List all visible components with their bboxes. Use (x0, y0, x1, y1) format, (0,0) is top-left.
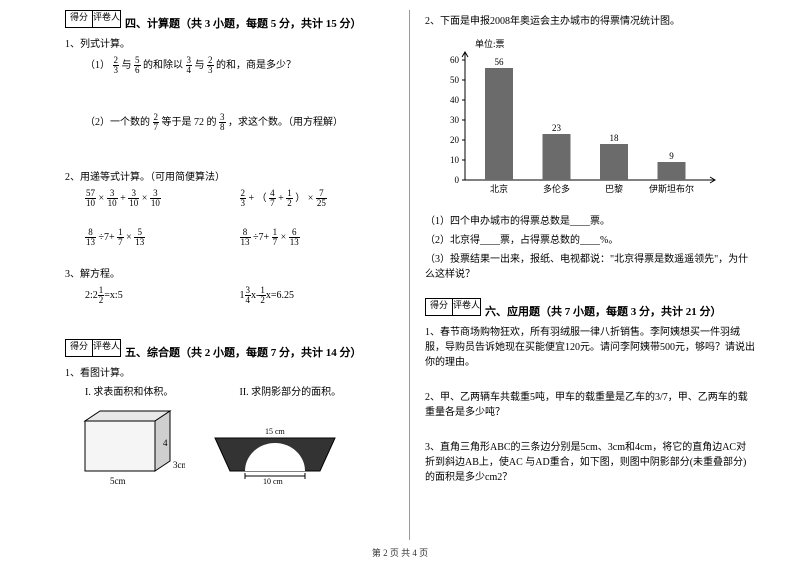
s6-q3: 3、直角三角形ABC的三条边分别是5cm、3cm和4cm，将它的直角边AC对折到… (425, 440, 755, 485)
cube-svg: 4 3cm 5cm (65, 406, 185, 496)
s5-q1b: II. 求阴影部分的面积。 (240, 385, 395, 400)
svg-text:多伦多: 多伦多 (543, 183, 570, 194)
frac-3-8: 38 (219, 113, 226, 132)
expr-2c: 813 ÷7+ 17 × 513 (85, 228, 240, 247)
frac-3-4: 34 (186, 56, 193, 75)
s6-q1: 1、春节商场购物狂欢，所有羽绒服一律八折销售。李阿姨想买一件羽绒服，导购员告诉她… (425, 325, 755, 370)
cube-d: 4 (163, 438, 168, 448)
left-column: 得分 评卷人 四、计算题（共 3 小题，每题 5 分，共计 15 分） 1、列式… (50, 10, 410, 540)
svg-text:10: 10 (450, 155, 460, 165)
r-sub2: （2）北京得____票，占得票总数的____%。 (425, 233, 755, 248)
svg-text:30: 30 (450, 115, 460, 125)
cube-w: 5cm (110, 476, 126, 486)
q3-lead: 3、解方程。 (65, 267, 394, 282)
svg-text:50: 50 (450, 75, 460, 85)
s5-q1a: I. 求表面积和体积。 (85, 385, 240, 400)
q2-row1: 5710 × 310 + 310 × 310 23 + （ 47 + 12 ） … (85, 189, 394, 208)
expr-2d: 813 ÷7+ 17 × 613 (240, 228, 395, 247)
section5-title: 五、综合题（共 2 小题，每题 7 分，共计 14 分） (125, 344, 394, 360)
r-sub1: （1）四个申办城市的得票总数是____票。 (425, 214, 755, 229)
frac-2-3b: 23 (207, 56, 214, 75)
txt: 与 (122, 60, 132, 71)
arch-top: 15 cm (265, 427, 286, 436)
bar-chart: 单位:票 0 10 20 30 40 50 60 56 北京 23 多伦多 18 巴黎 9 伊斯坦布尔 (425, 35, 755, 208)
svg-text:23: 23 (552, 123, 562, 133)
page-container: 得分 评卷人 四、计算题（共 3 小题，每题 5 分，共计 15 分） 1、列式… (0, 0, 800, 540)
txt: 的和除以 (143, 60, 183, 71)
txt: 等于是 72 的 (162, 117, 217, 128)
svg-text:18: 18 (610, 133, 620, 143)
svg-text:20: 20 (450, 135, 460, 145)
reviewer-label: 评卷人 (93, 10, 121, 28)
frac-2-7: 27 (153, 113, 160, 132)
section6-title: 六、应用题（共 7 小题，每题 3 分，共计 21 分） (485, 303, 755, 319)
right-column: 2、下面是申报2008年奥运会主办城市的得票情况统计图。 单位:票 0 10 20 30… (410, 10, 770, 540)
eq3a: 2:212=x:5 (85, 286, 240, 305)
svg-text:巴黎: 巴黎 (605, 183, 623, 194)
r-sub3: （3）投票结果一出来，报纸、电视都说："北京得票是数遥遥领先"，为什么这样说？ (425, 252, 755, 282)
frac-2-3: 23 (113, 56, 120, 75)
r-q2-lead: 2、下面是申报2008年奥运会主办城市的得票情况统计图。 (425, 14, 755, 29)
txt: 的和，商是多少？ (216, 60, 296, 71)
q1-2: （2）一个数的 27 等于是 72 的 38 ，求这个数。（用方程解） (85, 113, 394, 132)
svg-text:0: 0 (455, 175, 460, 185)
diagram-row: 4 3cm 5cm 15 cm 10 cm (65, 406, 394, 496)
expr-2b: 23 + （ 47 + 12 ） × 725 (240, 189, 395, 208)
txt: ，求这个数。（用方程解） (228, 117, 343, 128)
svg-text:56: 56 (495, 57, 505, 67)
score-label: 得分 (425, 298, 453, 316)
chart-svg: 单位:票 0 10 20 30 40 50 60 56 北京 23 多伦多 18 巴黎 9 伊斯坦布尔 (425, 35, 725, 205)
s6-q2: 2、甲、乙两辆车共载重5吨，甲车的载重量是乙车的3/7，甲、乙两车的载重量各是多… (425, 390, 755, 420)
svg-text:60: 60 (450, 55, 460, 65)
reviewer-label: 评卷人 (93, 339, 121, 357)
q2-lead: 2、用递等式计算。（可用简便算法） (65, 170, 394, 185)
q1-1: （1） 23 与 56 的和除以 34 与 23 的和，商是多少？ (85, 56, 394, 75)
svg-text:北京: 北京 (490, 183, 508, 194)
s5-q1: 1、看图计算。 (65, 366, 394, 381)
svg-text:40: 40 (450, 95, 460, 105)
score-label: 得分 (65, 10, 93, 28)
frac-5-6: 56 (134, 56, 141, 75)
reviewer-label: 评卷人 (453, 298, 481, 316)
arch-bottom: 10 cm (263, 477, 284, 486)
txt: 与 (195, 60, 205, 71)
page-footer: 第 2 页 共 4 页 (0, 546, 800, 559)
svg-text:9: 9 (669, 151, 674, 161)
cube-h: 3cm (173, 460, 185, 470)
svg-text:伊斯坦布尔: 伊斯坦布尔 (649, 183, 694, 194)
q3-row: 2:212=x:5 134x-12x=6.25 (85, 286, 394, 305)
arch-svg: 15 cm 10 cm (205, 426, 345, 486)
expr-2a: 5710 × 310 + 310 × 310 (85, 189, 240, 208)
arch-diagram: 15 cm 10 cm (205, 426, 345, 496)
txt: （2）一个数的 (85, 117, 150, 128)
eq3b: 134x-12x=6.25 (240, 286, 395, 305)
s5-subs: I. 求表面积和体积。 II. 求阴影部分的面积。 (85, 385, 394, 400)
txt: （1） (85, 60, 110, 71)
cube-diagram: 4 3cm 5cm (65, 406, 185, 496)
q1-lead: 1、列式计算。 (65, 37, 394, 52)
section4-title: 四、计算题（共 3 小题，每题 5 分，共计 15 分） (125, 15, 394, 31)
q2-row2: 813 ÷7+ 17 × 513 813 ÷7+ 17 × 613 (85, 228, 394, 247)
score-label: 得分 (65, 339, 93, 357)
svg-text:单位:票: 单位:票 (475, 38, 505, 49)
